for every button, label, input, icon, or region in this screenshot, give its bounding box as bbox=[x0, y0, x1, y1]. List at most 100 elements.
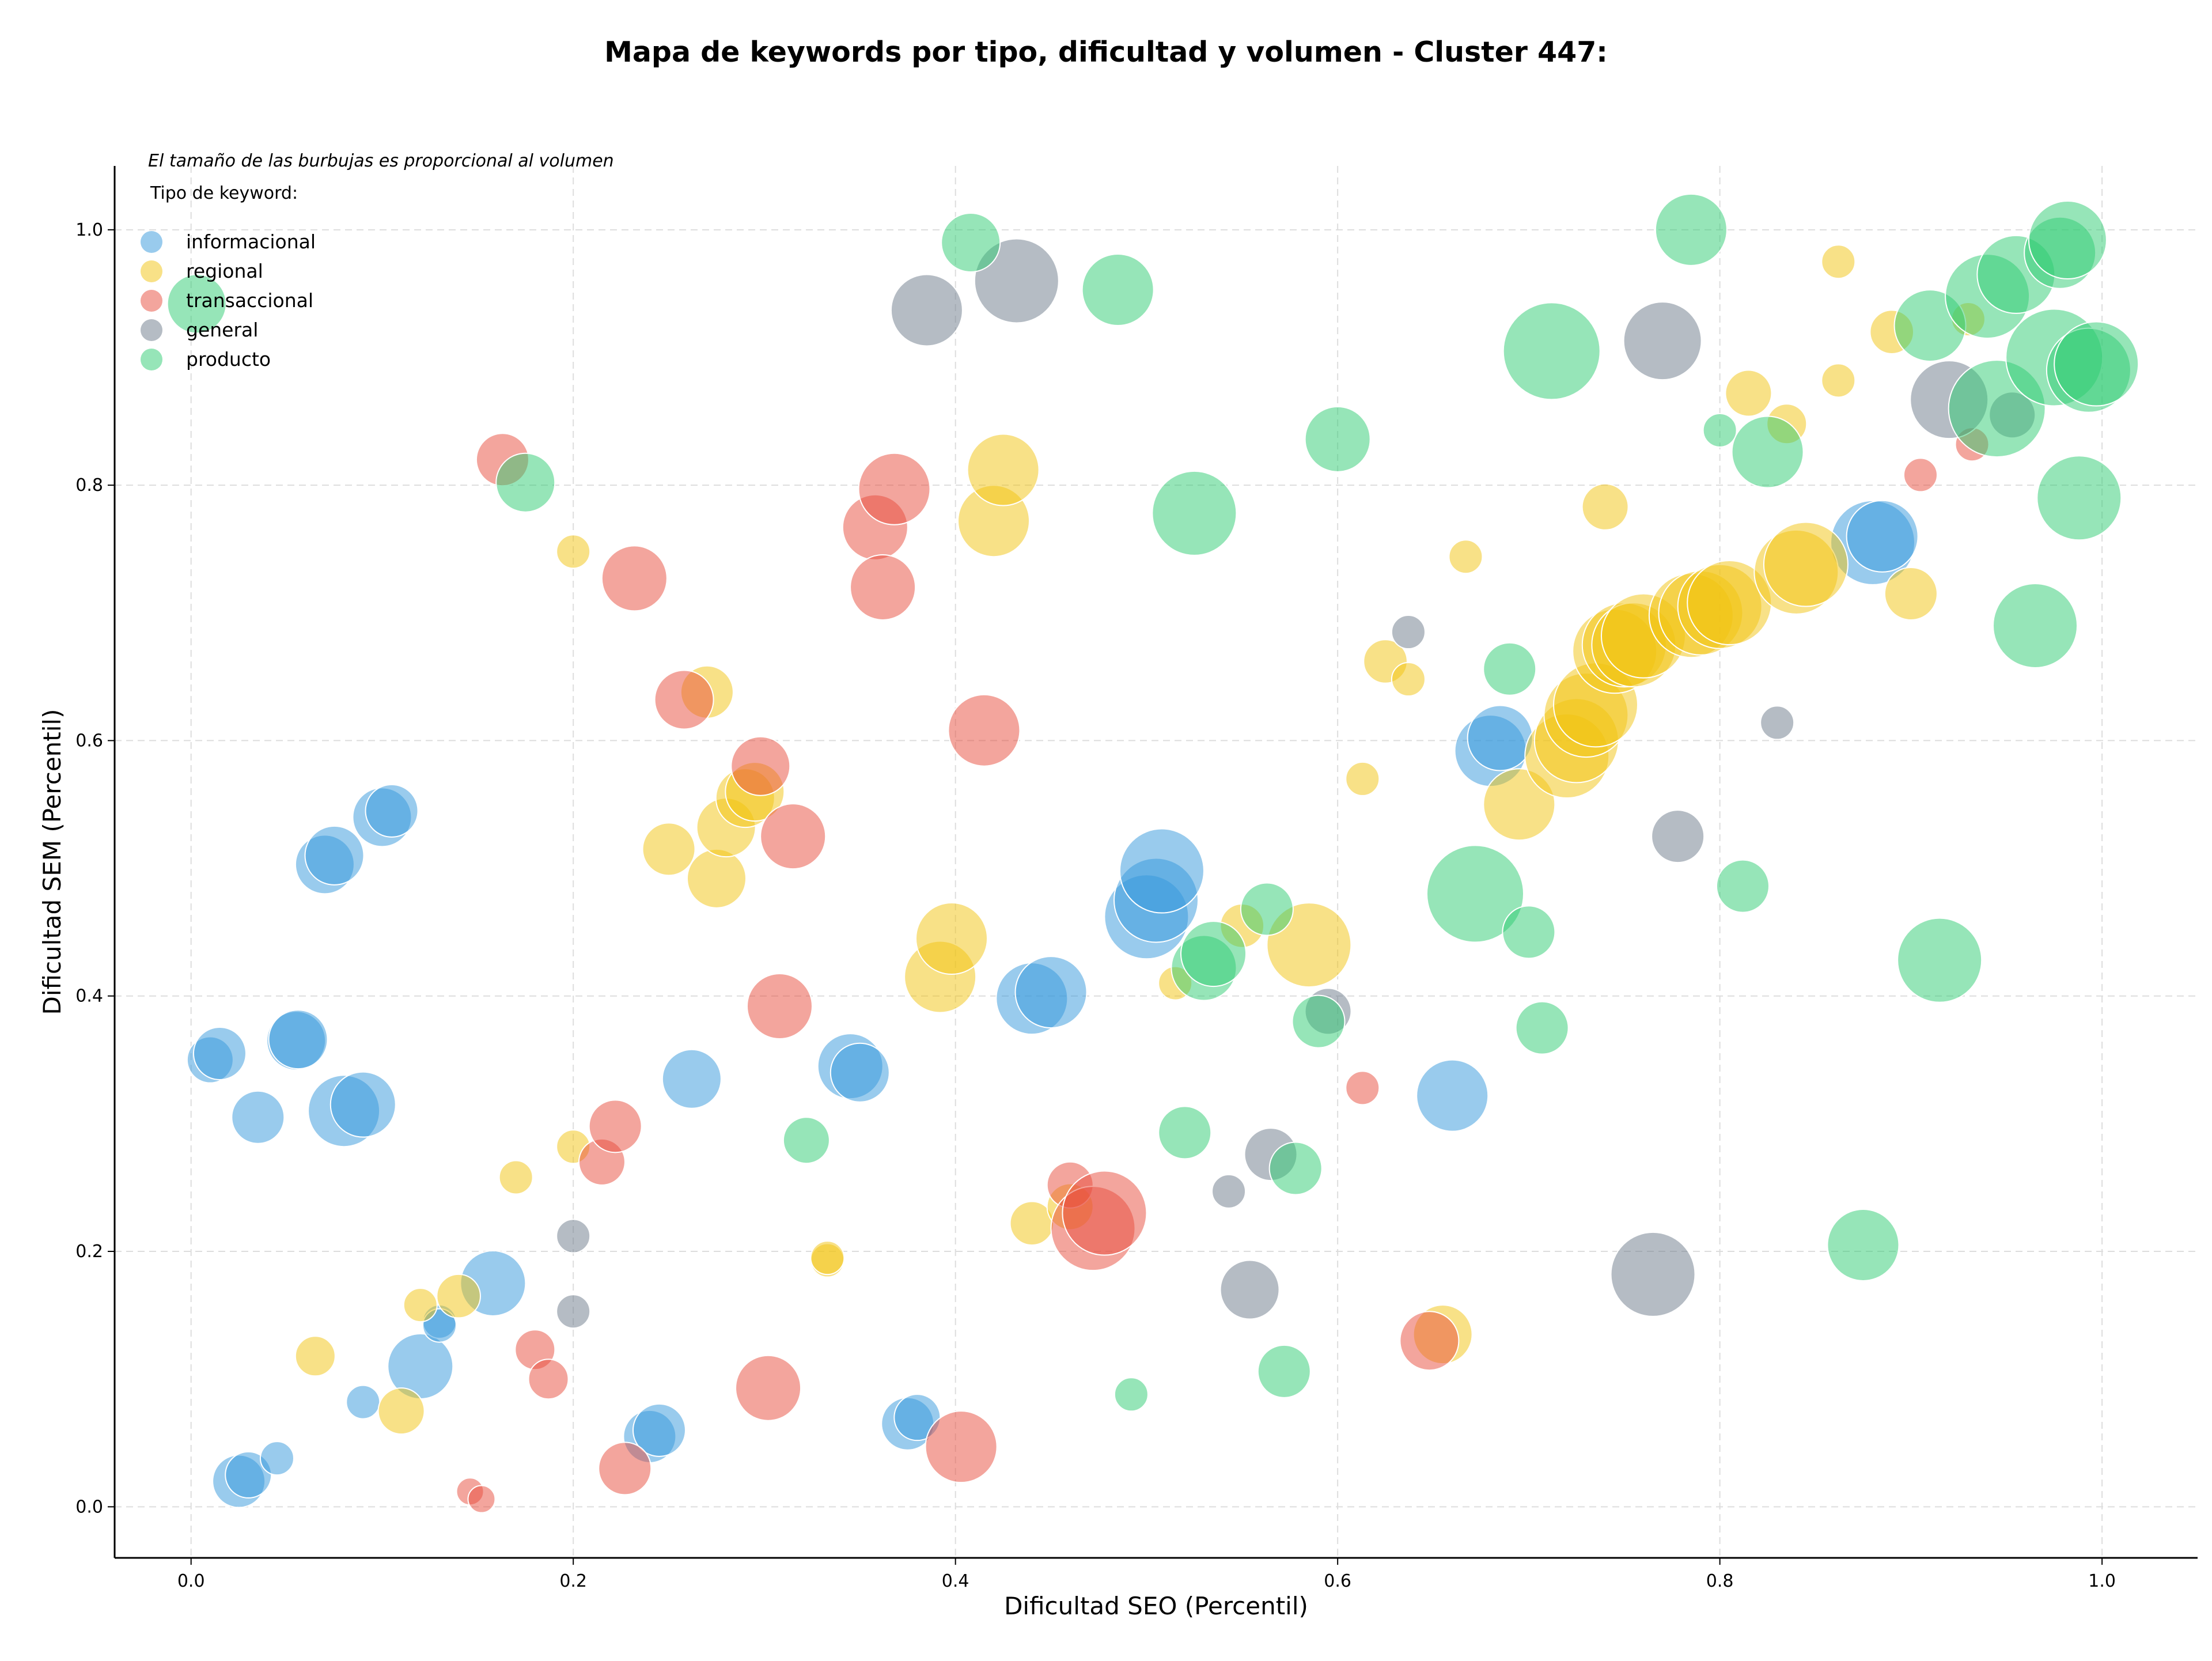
transaccional-bubble bbox=[654, 669, 714, 730]
informacional-bubble bbox=[346, 1384, 381, 1420]
regional-bubble bbox=[1821, 363, 1856, 398]
informacional-bubble bbox=[268, 1009, 328, 1070]
regional-bubble bbox=[1581, 483, 1629, 531]
producto-bubble bbox=[495, 452, 556, 513]
regional-bubble bbox=[403, 1288, 438, 1323]
transaccional-bubble bbox=[948, 694, 1021, 767]
grid bbox=[115, 166, 2198, 1558]
transaccional-bubble bbox=[588, 1099, 642, 1153]
regional-bubble bbox=[810, 1240, 845, 1276]
legend-label-transaccional: transaccional bbox=[186, 289, 313, 312]
producto-bubble bbox=[1240, 882, 1294, 936]
producto-bubble bbox=[1715, 859, 1770, 913]
producto-bubble bbox=[1257, 1344, 1311, 1398]
producto-bubble bbox=[1483, 642, 1537, 696]
producto-bubble bbox=[941, 212, 1001, 273]
general-bubble bbox=[1760, 705, 1795, 740]
producto-bubble bbox=[1897, 917, 1983, 1003]
transaccional-bubble bbox=[735, 1354, 802, 1421]
y-axis-label: Dificultad SEM (Percentil) bbox=[38, 709, 66, 1015]
producto-bubble bbox=[1731, 415, 1804, 489]
general-bubble bbox=[1651, 809, 1705, 864]
informacional-bubble bbox=[365, 784, 419, 838]
transaccional-bubble bbox=[528, 1359, 569, 1400]
informacional-bubble bbox=[830, 1042, 890, 1103]
transaccional-bubble bbox=[858, 452, 931, 525]
regional-bubble bbox=[1391, 662, 1426, 697]
size-note: El tamaño de las burbujas es proporciona… bbox=[148, 151, 614, 171]
producto-bubble bbox=[1702, 413, 1737, 448]
y-tick-label: 1.0 bbox=[75, 220, 103, 240]
informacional-bubble bbox=[329, 1071, 396, 1138]
regional-bubble bbox=[1763, 521, 1849, 607]
informacional-bubble bbox=[225, 1451, 272, 1499]
transaccional-bubble bbox=[925, 1410, 998, 1484]
informacional-bubble bbox=[1014, 956, 1088, 1029]
x-tick-label: 0.0 bbox=[177, 1571, 205, 1591]
producto-bubble bbox=[1291, 994, 1346, 1049]
x-tick-label: 0.2 bbox=[559, 1571, 587, 1591]
producto-bubble bbox=[1426, 845, 1525, 943]
transaccional-bubble bbox=[601, 545, 668, 612]
producto-bubble bbox=[1502, 905, 1556, 959]
regional-bubble bbox=[377, 1387, 425, 1435]
regional-bubble bbox=[1884, 567, 1938, 621]
general-bubble bbox=[974, 238, 1059, 324]
regional-bubble bbox=[1448, 539, 1483, 574]
legend-label-informacional: informacional bbox=[186, 230, 316, 253]
legend-title: Tipo de keyword: bbox=[150, 183, 298, 203]
regional-bubble bbox=[1725, 369, 1772, 417]
general-legend-marker bbox=[141, 319, 162, 341]
transaccional-bubble bbox=[598, 1441, 652, 1496]
producto-legend-marker bbox=[141, 349, 162, 370]
general-bubble bbox=[1623, 301, 1702, 381]
chart-title: Mapa de keywords por tipo, dificultad y … bbox=[604, 36, 1608, 69]
transaccional-bubble bbox=[746, 973, 813, 1039]
informacional-bubble bbox=[304, 825, 365, 886]
transaccional-bubble bbox=[730, 736, 791, 796]
general-bubble bbox=[556, 1219, 591, 1254]
general-bubble bbox=[1211, 1174, 1247, 1209]
producto-bubble bbox=[166, 274, 227, 334]
producto-bubble bbox=[1993, 582, 2078, 668]
informacional-bubble bbox=[1416, 1059, 1489, 1132]
legend-label-general: general bbox=[186, 319, 258, 341]
transaccional-bubble bbox=[850, 554, 916, 620]
informacional-bubble bbox=[231, 1090, 285, 1144]
y-tick-label: 0.0 bbox=[75, 1497, 103, 1517]
regional-bubble bbox=[967, 433, 1040, 506]
producto-bubble bbox=[1158, 1106, 1212, 1160]
transaccional-legend-marker bbox=[141, 290, 162, 312]
producto-bubble bbox=[2028, 200, 2107, 280]
transaccional-bubble bbox=[1062, 1170, 1147, 1256]
informacional-bubble bbox=[1119, 828, 1205, 914]
regional-bubble bbox=[915, 902, 988, 975]
y-tick-label: 0.4 bbox=[75, 986, 103, 1007]
producto-bubble bbox=[1152, 470, 1237, 556]
regional-bubble bbox=[686, 848, 747, 909]
y-tick-label: 0.6 bbox=[75, 731, 103, 751]
regional-bubble bbox=[1345, 761, 1380, 796]
informacional-bubble bbox=[1467, 705, 1533, 771]
producto-bubble bbox=[1502, 302, 1601, 400]
x-tick-label: 1.0 bbox=[2088, 1571, 2116, 1591]
x-tick-label: 0.4 bbox=[942, 1571, 969, 1591]
producto-bubble bbox=[1113, 1377, 1149, 1412]
bubbles bbox=[166, 193, 2139, 1514]
x-axis-label: Dificultad SEO (Percentil) bbox=[1004, 1592, 1308, 1620]
regional-bubble bbox=[556, 534, 591, 569]
legend-label-producto: producto bbox=[186, 348, 271, 370]
ticks: 0.0 0.2 0.4 0.6 0.8 1.0 0.0 0.2 0.4 0.6 0.8 1.0 bbox=[75, 220, 2116, 1591]
x-tick-label: 0.8 bbox=[1706, 1571, 1734, 1591]
producto-bubble bbox=[1304, 406, 1371, 472]
regional-bubble bbox=[1483, 768, 1556, 841]
transaccional-bubble bbox=[1399, 1311, 1460, 1371]
informacional-bubble bbox=[632, 1403, 686, 1457]
regional-bubble bbox=[436, 1273, 481, 1319]
regional-legend-marker bbox=[141, 260, 162, 282]
general-bubble bbox=[890, 274, 963, 347]
general-bubble bbox=[1610, 1231, 1696, 1317]
producto-bubble bbox=[1081, 253, 1154, 327]
regional-bubble bbox=[1821, 244, 1856, 279]
